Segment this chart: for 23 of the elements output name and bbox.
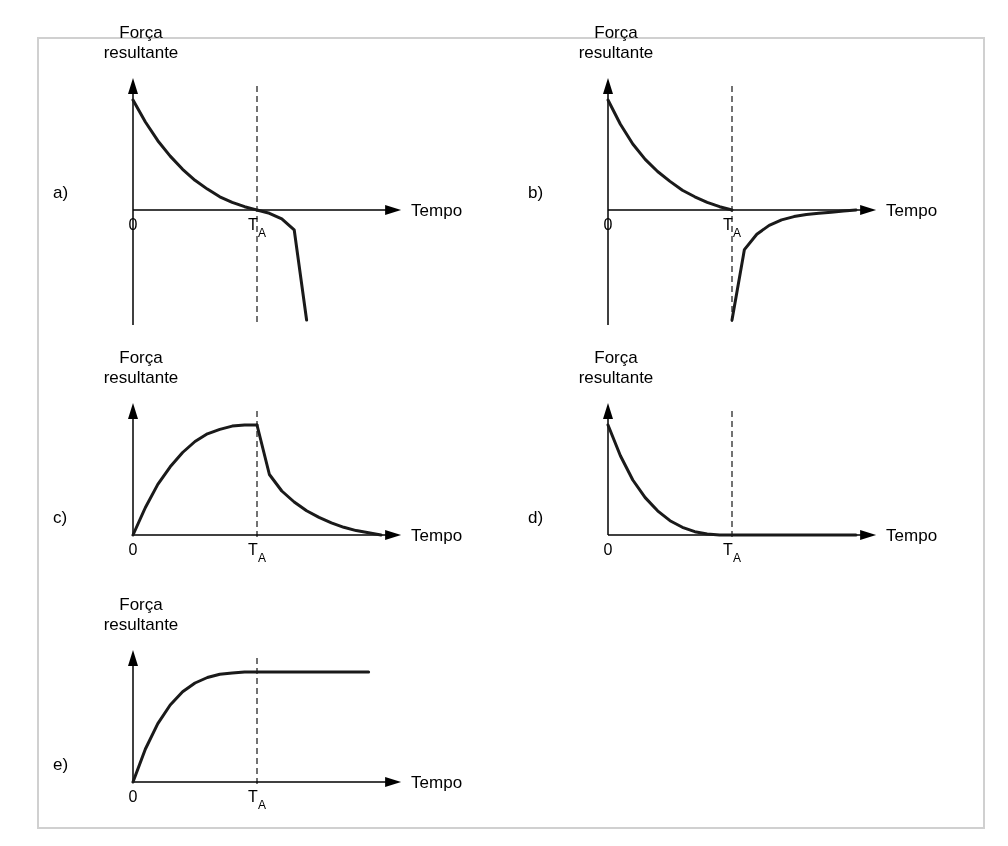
x-tick-label: 0 <box>128 541 138 558</box>
y-axis-title: Força resultante <box>103 348 179 387</box>
x-axis-title: Tempo <box>411 526 463 545</box>
y-axis-title: Força resultante <box>578 348 654 387</box>
x-axis-title: Tempo <box>886 526 938 545</box>
x-tick-label: 0 <box>603 541 613 558</box>
x-tick-label: T$_{A}$ <box>723 541 741 565</box>
x-tick-label: 0 <box>128 788 138 805</box>
text: e) <box>53 755 69 774</box>
x-axis-title: Tempo <box>411 773 463 792</box>
y-axis-title: Força resultante <box>103 23 179 62</box>
x-tick-label: T$_{A}$ <box>248 541 266 565</box>
text: a) <box>53 183 69 202</box>
x-axis-title: Tempo <box>886 201 938 220</box>
text: b) <box>528 183 544 202</box>
x-tick-label: T$_{A}$ <box>723 216 741 240</box>
text: d) <box>528 508 544 527</box>
y-axis-title: Força resultante <box>578 23 654 62</box>
x-tick-label: T$_{A}$ <box>248 216 266 240</box>
text: c) <box>53 508 68 527</box>
x-tick-label: T$_{A}$ <box>248 788 266 812</box>
x-axis-title: Tempo <box>411 201 463 220</box>
y-axis-title: Força resultante <box>103 595 179 634</box>
